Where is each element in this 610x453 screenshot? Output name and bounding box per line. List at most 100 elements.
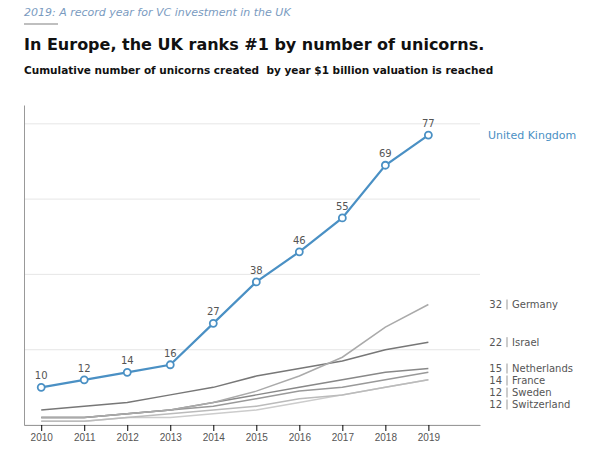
x-tick-label: 2015 [246,432,269,443]
end-label: 32 Germany [489,299,558,310]
marker [339,214,346,221]
grid-line [24,199,480,200]
marker [167,361,174,368]
x-tick-mark [213,425,214,431]
x-tick-label: 2013 [160,432,183,443]
end-label: 12 Sweden [489,387,551,398]
plot: 2010 2011 2012 2013 2014 2015 2016 2017 2018 2019… [24,106,576,444]
separator [507,376,508,386]
y-axis [24,106,25,426]
x-tick-label: 2018 [375,432,398,443]
series-name: United Kingdom [488,129,576,142]
series-name: Netherlands [512,363,573,374]
x-tick-label: 2012 [117,432,140,443]
separator [507,337,508,347]
marker [38,384,45,391]
series-name: Sweden [512,387,552,398]
x-tick: 2014 [203,425,226,443]
x-axis-line [25,425,481,426]
x-tick-mark [127,425,128,431]
grid-line [24,349,480,350]
end-label: 15 Netherlands [489,363,573,374]
marker [425,132,432,139]
labels: 10121416273846556977United Kingdom32Germ… [35,118,576,410]
line [41,380,428,421]
end-value: 14 [489,375,502,386]
x-tick-label: 2011 [74,432,96,443]
separator [507,400,508,410]
series-name: France [512,375,545,386]
y-axis-line [24,106,25,426]
x-tick: 2015 [246,425,269,443]
end-label: 22 Israel [489,337,539,348]
data-label: 55 [336,201,349,212]
series-group [38,132,432,422]
x-tick-mark [428,425,429,431]
end-label: 14 France [489,375,545,386]
grid-line [24,123,480,124]
end-value: 32 [489,299,502,310]
x-tick-mark [84,425,85,431]
x-tick-label: 2010 [31,432,54,443]
end-value: 12 [489,387,502,398]
x-tick-mark [342,425,343,431]
x-tick: 2017 [332,425,355,443]
end-label: United Kingdom [488,129,576,142]
series-name: Switzerland [512,399,570,410]
line [41,135,428,387]
chart: 2019: A record year for VC investment in… [0,0,610,453]
x-tick: 2013 [160,425,183,443]
line [41,369,428,418]
x-tick: 2018 [375,425,398,443]
marker [124,369,131,376]
x-tick-mark [385,425,386,431]
marker [210,320,217,327]
x-tick: 2012 [117,425,140,443]
data-label: 46 [293,235,306,246]
x-tick: 2010 [31,425,54,443]
subtitle: Cumulative number of unicorns created by… [24,64,493,76]
x-tick-mark [41,425,42,431]
data-label: 16 [164,348,177,359]
marker [382,162,389,169]
separator [507,364,508,374]
x-tick-label: 2017 [332,432,355,443]
x-tick-label: 2014 [203,432,226,443]
title: In Europe, the UK ranks #1 by number of … [24,35,484,54]
chart-container: 2019: A record year for VC investment in… [0,0,610,453]
rule [24,23,58,25]
line [41,372,428,417]
x-tick-mark [256,425,257,431]
line [41,342,428,410]
data-label: 12 [78,363,91,374]
grid [24,124,480,425]
x-tick-label: 2019 [418,432,441,443]
data-label: 10 [35,370,48,381]
annotation: 2019: A record year for VC investment in… [24,6,291,19]
separator [507,388,508,398]
x-tick-label: 2016 [289,432,312,443]
end-label: 12 Switzerland [489,399,570,410]
separator [507,300,508,310]
series-name: Germany [512,299,558,310]
data-label: 69 [379,148,392,159]
grid-line [24,425,480,426]
x-tick-mark [170,425,171,431]
x-tick-mark [299,425,300,431]
end-value: 12 [489,399,502,410]
x-tick: 2011 [74,425,96,443]
marker [253,278,260,285]
data-label: 77 [422,118,435,129]
x-axis: 2010 2011 2012 2013 2014 2015 2016 2017 2018 2019 [25,425,481,443]
end-value: 22 [489,337,502,348]
data-label: 38 [250,265,263,276]
end-value: 15 [489,363,502,374]
x-tick: 2019 [418,425,441,443]
marker [296,248,303,255]
data-label: 27 [207,306,220,317]
x-tick: 2016 [289,425,312,443]
line [41,380,428,421]
series-name: Israel [512,337,539,348]
marker [81,376,88,383]
data-label: 14 [121,355,134,366]
